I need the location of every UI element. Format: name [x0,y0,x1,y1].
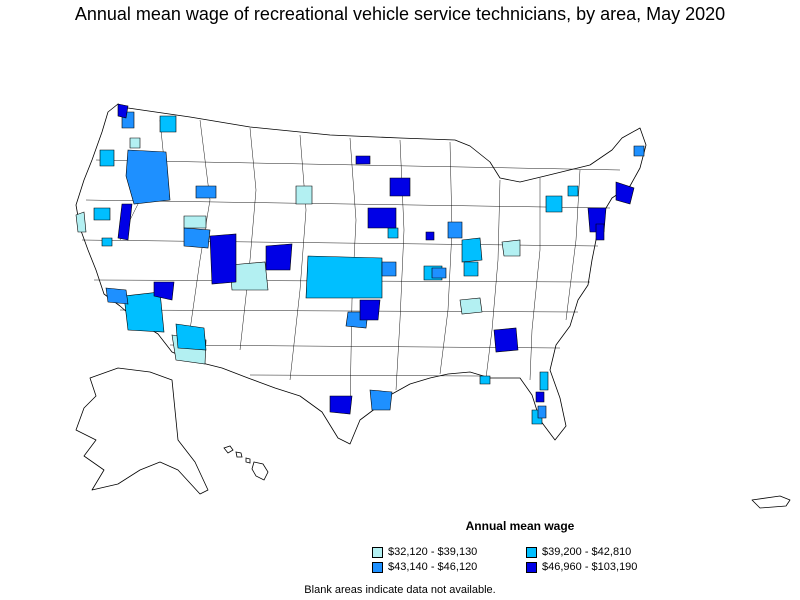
legend-swatch [372,561,383,573]
footnote: Blank areas indicate data not available. [304,584,496,596]
legend-swatch [372,546,383,558]
legend-label: $32,120 - $39,130 [388,546,478,558]
legend-label: $39,200 - $42,810 [542,546,632,558]
legend-label: $43,140 - $46,120 [388,561,478,573]
legend-label: $46,960 - $103,190 [542,561,638,573]
legend-item-46960-103190: $46,960 - $103,190 [526,561,637,573]
alaska-outline [75,367,209,495]
legend-item-43140-46120: $43,140 - $46,120 [372,561,477,573]
legend-item-39200-42810: $39,200 - $42,810 [526,546,631,558]
wage-areas-46960-103190 [117,103,635,415]
legend-swatch [526,546,537,558]
legend-swatch [526,561,537,573]
legend-title: Annual mean wage [465,519,575,533]
puerto-rico-outline [751,495,791,509]
hawaii-outline [223,445,269,481]
map-title: Annual mean wage of recreational vehicle… [74,4,726,24]
legend-item-32120-39130: $32,120 - $39,130 [372,546,477,558]
